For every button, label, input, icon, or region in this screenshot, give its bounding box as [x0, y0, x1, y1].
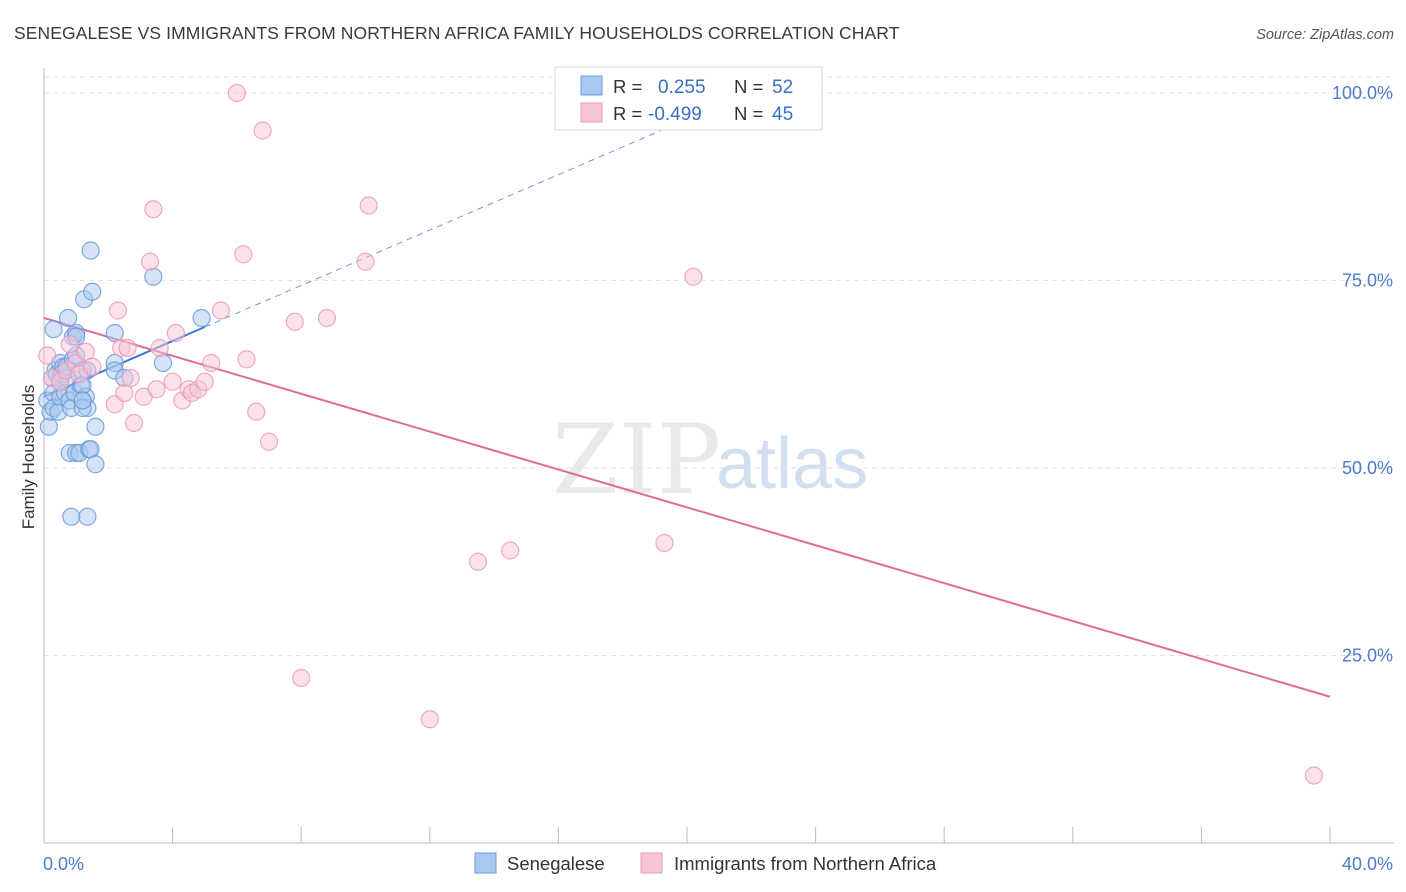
point-northern-africa — [147, 380, 166, 399]
point-northern-africa — [108, 301, 128, 320]
y-tick-label: 75.0% — [1342, 271, 1393, 291]
y-tick-labels: 25.0% 50.0% 75.0% 100.0% — [1332, 83, 1393, 666]
y-tick-label: 50.0% — [1342, 458, 1393, 478]
point-senegalese — [86, 417, 105, 436]
point-northern-africa — [292, 668, 311, 688]
point-northern-africa — [115, 383, 134, 403]
point-senegalese — [86, 455, 105, 474]
bottom-legend-swatch-blue — [474, 852, 497, 874]
source-text: Source: ZipAtlas.com — [1256, 27, 1394, 43]
legend-n-value-pink: 45 — [772, 104, 793, 125]
point-senegalese — [59, 308, 78, 328]
point-senegalese — [144, 267, 163, 286]
legend-r-value-blue: 0.255 — [658, 77, 706, 98]
point-senegalese — [39, 417, 58, 436]
point-northern-africa — [202, 353, 221, 373]
watermark-zip: ZIP — [552, 404, 721, 516]
legend-n-label-blue: N = — [734, 76, 763, 97]
point-senegalese — [105, 323, 124, 343]
points-layer — [38, 83, 1324, 785]
point-northern-africa — [259, 432, 279, 451]
legend-r-value-pink: -0.499 — [648, 104, 702, 125]
trendline-senegalese — [204, 118, 688, 328]
axis-layer — [43, 68, 1394, 844]
point-northern-africa — [237, 350, 256, 369]
chart-title: SENEGALESE VS IMMIGRANTS FROM NORTHERN A… — [14, 23, 900, 43]
point-northern-africa — [163, 372, 182, 391]
x-tick-label: 40.0% — [1342, 854, 1393, 874]
point-northern-africa — [140, 252, 160, 271]
point-northern-africa — [76, 342, 95, 361]
trendline-northern-africa — [43, 317, 1331, 698]
point-senegalese — [192, 308, 211, 328]
y-tick-label: 100.0% — [1332, 83, 1393, 103]
point-northern-africa — [227, 83, 246, 103]
legend-swatch-pink — [580, 102, 603, 123]
point-senegalese — [62, 507, 81, 526]
point-northern-africa — [124, 413, 144, 433]
point-northern-africa — [144, 200, 163, 219]
bottom-legend-label-pink: Immigrants from Northern Africa — [674, 853, 937, 874]
point-northern-africa — [420, 710, 439, 729]
y-axis-title: Family Households — [19, 385, 38, 530]
watermark-atlas: atlas — [716, 424, 868, 504]
point-northern-africa — [166, 323, 185, 343]
legend-swatch-blue — [580, 75, 603, 96]
point-northern-africa — [317, 308, 337, 328]
point-northern-africa — [38, 346, 57, 365]
point-northern-africa — [684, 267, 703, 286]
point-northern-africa — [253, 121, 272, 140]
x-tick-labels: 0.0% 40.0% — [43, 854, 1393, 874]
point-northern-africa — [356, 252, 375, 271]
x-tick-label: 0.0% — [43, 854, 84, 874]
point-senegalese — [83, 282, 102, 301]
point-northern-africa — [83, 357, 102, 376]
legend-r-label-blue: R = — [613, 76, 642, 97]
point-northern-africa — [195, 372, 214, 391]
point-northern-africa — [60, 335, 79, 354]
point-northern-africa — [359, 196, 378, 215]
point-senegalese — [81, 241, 100, 260]
watermark: ZIP atlas — [552, 404, 868, 516]
bottom-legend-label-blue: Senegalese — [507, 853, 605, 874]
point-senegalese — [81, 440, 100, 459]
legend-n-value-blue: 52 — [772, 77, 793, 98]
stats-legend: R = 0.255 N = 52 R = -0.499 N = 45 — [554, 66, 823, 131]
point-northern-africa — [121, 368, 140, 388]
y-tick-label: 25.0% — [1342, 646, 1393, 666]
point-northern-africa — [468, 552, 488, 571]
point-northern-africa — [655, 533, 674, 553]
point-northern-africa — [118, 338, 137, 358]
point-northern-africa — [211, 301, 230, 320]
point-senegalese — [78, 507, 97, 526]
bottom-legend-swatch-pink — [640, 852, 663, 874]
point-northern-africa — [234, 245, 253, 264]
series-legend: Senegalese Immigrants from Northern Afri… — [474, 852, 937, 874]
point-senegalese — [153, 353, 173, 373]
point-senegalese — [44, 320, 63, 339]
legend-n-label-pink: N = — [734, 103, 763, 124]
point-senegalese — [73, 391, 92, 410]
point-northern-africa — [1304, 766, 1324, 785]
point-northern-africa — [150, 338, 169, 358]
point-northern-africa — [247, 402, 266, 421]
legend-r-label-pink: R = — [613, 103, 642, 124]
point-northern-africa — [285, 312, 304, 331]
point-northern-africa — [501, 541, 520, 560]
